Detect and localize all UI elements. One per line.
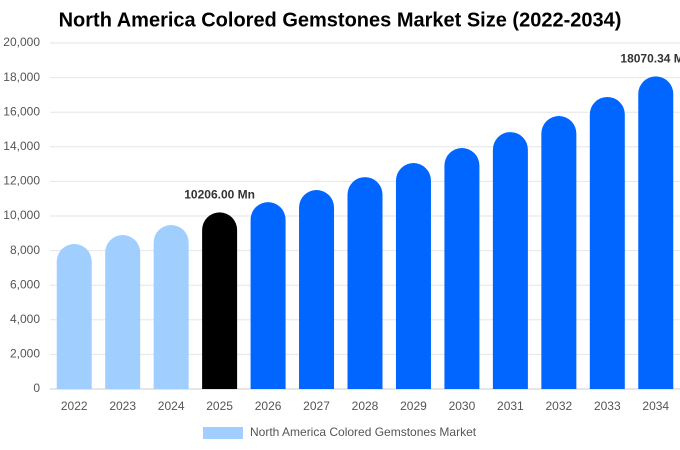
y-tick-label: 4,000 (10, 312, 40, 326)
x-tick-label: 2031 (497, 399, 524, 413)
x-tick-label: 2026 (255, 399, 282, 413)
chart-title: North America Colored Gemstones Market S… (59, 9, 622, 31)
x-tick-label: 2023 (109, 399, 136, 413)
y-tick-label: 18,000 (3, 70, 40, 84)
bar (444, 148, 480, 389)
y-tick-label: 20,000 (3, 35, 40, 49)
bar (202, 212, 238, 389)
y-tick-label: 6,000 (10, 277, 40, 291)
x-tick-label: 2027 (303, 399, 330, 413)
x-tick-label: 2030 (449, 399, 476, 413)
bar (105, 235, 141, 389)
x-tick-label: 2025 (206, 399, 233, 413)
bar (347, 177, 383, 389)
bar (56, 244, 92, 389)
x-tick-label: 2022 (61, 399, 88, 413)
bar (299, 190, 335, 389)
y-tick-label: 0 (33, 381, 40, 395)
y-tick-label: 14,000 (3, 139, 40, 153)
bar (153, 224, 189, 389)
bar (589, 96, 625, 389)
x-tick-label: 2034 (642, 399, 669, 413)
bar (492, 132, 528, 389)
bar (541, 116, 577, 390)
value-label: 10206.00 Mn (184, 188, 255, 202)
y-tick-label: 2,000 (10, 347, 40, 361)
x-tick-label: 2028 (352, 399, 379, 413)
bar (250, 202, 286, 389)
x-tick-label: 2033 (594, 399, 621, 413)
bar (638, 76, 674, 389)
y-tick-label: 8,000 (10, 243, 40, 257)
y-tick-label: 16,000 (3, 104, 40, 118)
x-tick-label: 2032 (545, 399, 572, 413)
value-label: 18070.34 Mn (620, 52, 680, 66)
y-tick-label: 10,000 (3, 208, 40, 222)
x-tick-label: 2024 (158, 399, 185, 413)
legend-label: North America Colored Gemstones Market (250, 425, 477, 439)
y-tick-label: 12,000 (3, 174, 40, 188)
x-tick-label: 2029 (400, 399, 427, 413)
bar (395, 163, 431, 389)
legend-swatch (203, 427, 243, 439)
